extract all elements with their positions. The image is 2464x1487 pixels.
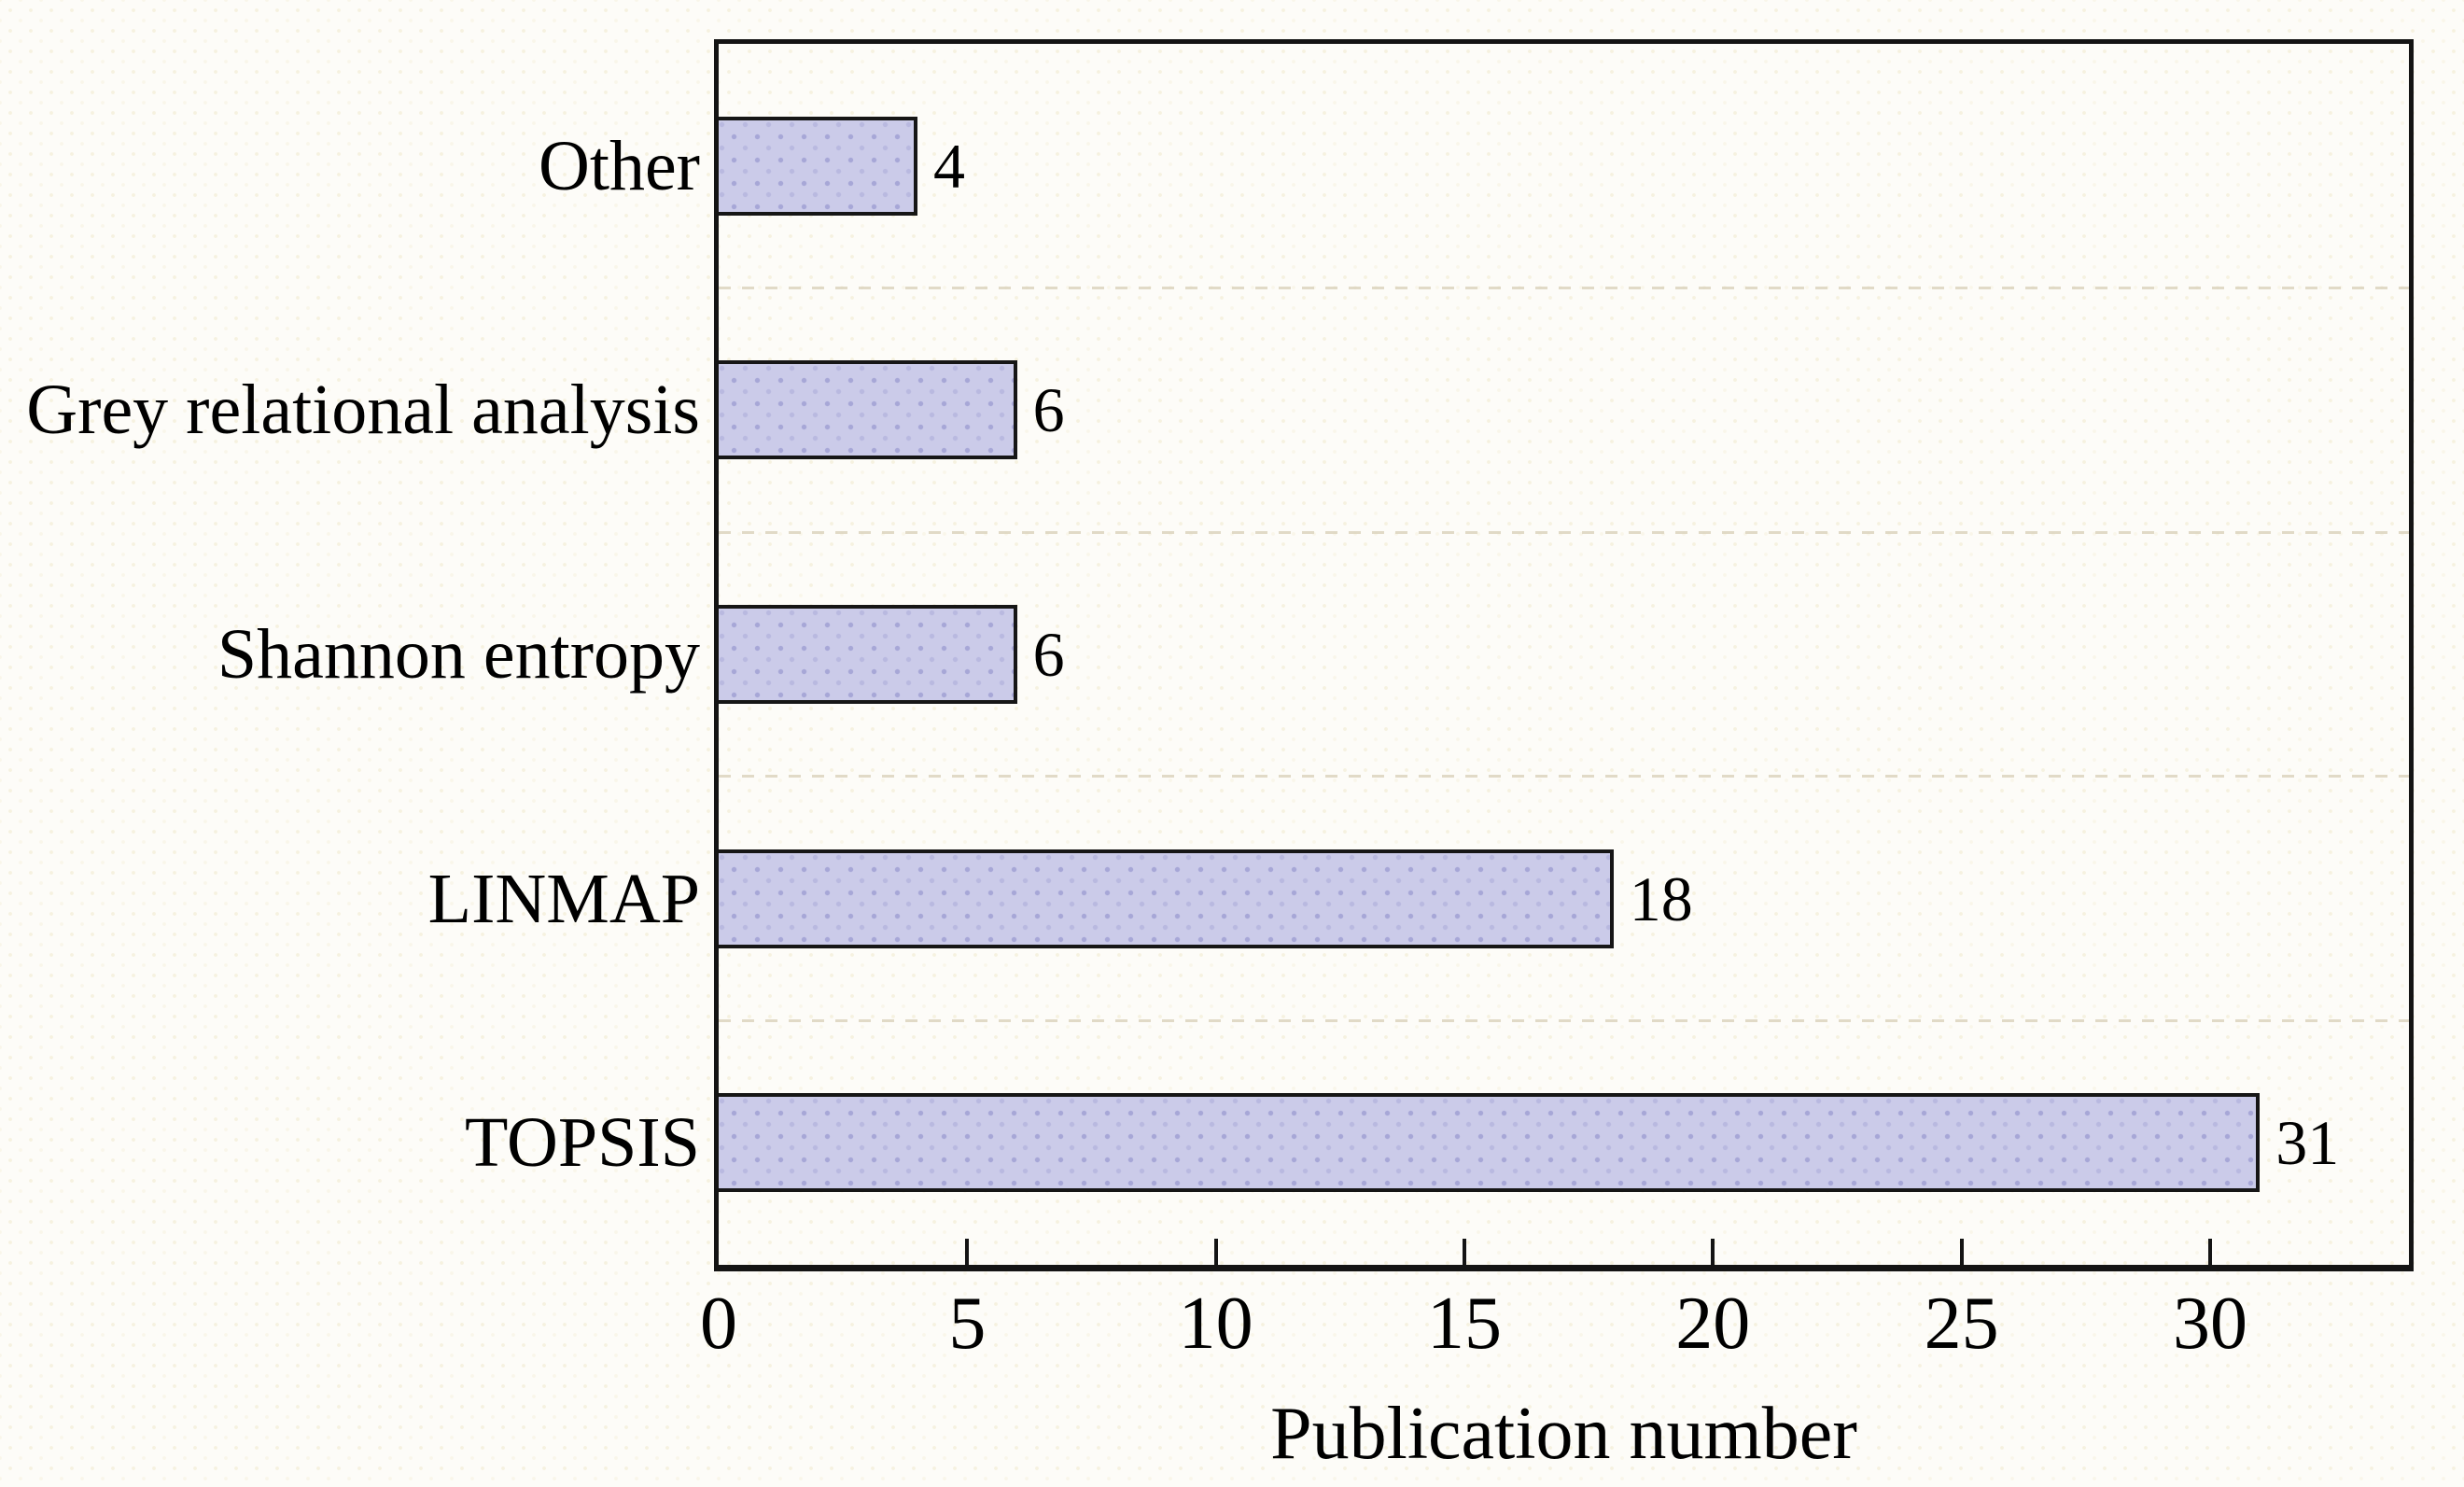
x-tick-20 xyxy=(1711,1239,1715,1265)
grid-line xyxy=(719,287,2409,290)
bar-grey-relational-analysis xyxy=(719,360,1017,460)
grid-line xyxy=(719,530,2409,534)
x-tick-10 xyxy=(1213,1239,1218,1265)
x-tick-15 xyxy=(1462,1239,1466,1265)
plot-area: 4 6 6 18 31 xyxy=(719,44,2409,1265)
category-label-linmap: LINMAP xyxy=(427,859,700,938)
x-tick-30 xyxy=(2207,1239,2212,1265)
bar-other xyxy=(719,116,918,216)
x-tick-5 xyxy=(965,1239,970,1265)
category-label-grey-relational-analysis: Grey relational analysis xyxy=(26,371,700,450)
bar-linmap xyxy=(719,849,1614,948)
value-label-grey-relational-analysis: 6 xyxy=(1032,374,1065,446)
x-tick-label-10: 10 xyxy=(1178,1283,1253,1365)
value-label-linmap: 18 xyxy=(1629,863,1693,934)
x-tick-label-25: 25 xyxy=(1924,1283,1999,1365)
x-tick-label-20: 20 xyxy=(1675,1283,1751,1365)
x-tick-25 xyxy=(1959,1239,1964,1265)
category-label-shannon-entropy: Shannon entropy xyxy=(217,614,700,694)
value-label-topsis: 31 xyxy=(2275,1107,2340,1179)
x-tick-label-0: 0 xyxy=(700,1283,737,1365)
x-tick-label-30: 30 xyxy=(2172,1283,2247,1365)
bar-shannon-entropy xyxy=(719,605,1017,704)
grid-line xyxy=(719,1018,2409,1022)
category-label-other: Other xyxy=(538,126,700,205)
x-tick-label-5: 5 xyxy=(948,1283,987,1365)
value-label-other: 4 xyxy=(933,130,966,202)
value-label-shannon-entropy: 6 xyxy=(1032,619,1065,690)
category-label-topsis: TOPSIS xyxy=(464,1103,700,1183)
grid-line xyxy=(719,775,2409,779)
bar-topsis xyxy=(719,1093,2261,1193)
x-tick-label-15: 15 xyxy=(1426,1283,1502,1365)
plot-frame xyxy=(714,39,2414,1271)
x-axis-title: Publication number xyxy=(1270,1393,1857,1475)
